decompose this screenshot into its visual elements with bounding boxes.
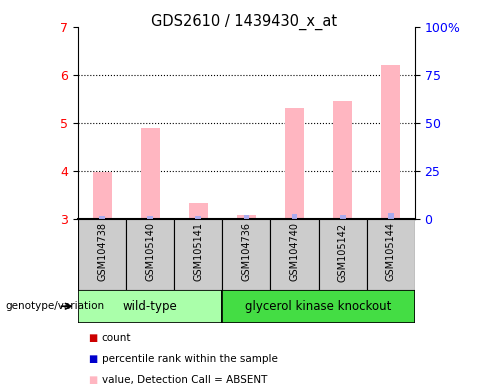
- Bar: [366, 219, 415, 290]
- Bar: [319, 219, 366, 290]
- Text: value, Detection Call = ABSENT: value, Detection Call = ABSENT: [102, 375, 267, 384]
- Bar: [237, 215, 256, 219]
- Bar: [223, 219, 270, 290]
- Text: ■: ■: [88, 354, 97, 364]
- Text: genotype/variation: genotype/variation: [5, 301, 104, 311]
- Bar: [126, 219, 174, 290]
- Bar: [196, 215, 201, 219]
- Text: GSM104740: GSM104740: [289, 222, 300, 281]
- Bar: [174, 219, 223, 290]
- Bar: [333, 101, 352, 219]
- Bar: [244, 215, 249, 219]
- Bar: [93, 172, 112, 219]
- Bar: [78, 290, 223, 323]
- Text: ■: ■: [88, 333, 97, 343]
- Bar: [388, 213, 394, 219]
- Bar: [292, 214, 297, 219]
- Text: GDS2610 / 1439430_x_at: GDS2610 / 1439430_x_at: [151, 13, 337, 30]
- Text: GSM105142: GSM105142: [338, 222, 347, 281]
- Text: GSM105144: GSM105144: [386, 222, 396, 281]
- Text: GSM104738: GSM104738: [97, 222, 107, 281]
- Bar: [147, 217, 153, 219]
- Bar: [99, 215, 105, 219]
- Bar: [285, 109, 304, 219]
- Text: GSM104736: GSM104736: [242, 222, 251, 281]
- Text: ■: ■: [88, 375, 97, 384]
- Bar: [141, 127, 160, 219]
- Text: GSM105141: GSM105141: [193, 222, 203, 281]
- Bar: [270, 219, 319, 290]
- Text: GSM105140: GSM105140: [145, 222, 155, 281]
- Text: wild-type: wild-type: [123, 300, 178, 313]
- Bar: [189, 203, 208, 219]
- Text: count: count: [102, 333, 131, 343]
- Bar: [223, 290, 415, 323]
- Text: glycerol kinase knockout: glycerol kinase knockout: [245, 300, 392, 313]
- Text: percentile rank within the sample: percentile rank within the sample: [102, 354, 277, 364]
- Bar: [340, 215, 346, 219]
- Bar: [78, 219, 126, 290]
- Bar: [381, 65, 400, 219]
